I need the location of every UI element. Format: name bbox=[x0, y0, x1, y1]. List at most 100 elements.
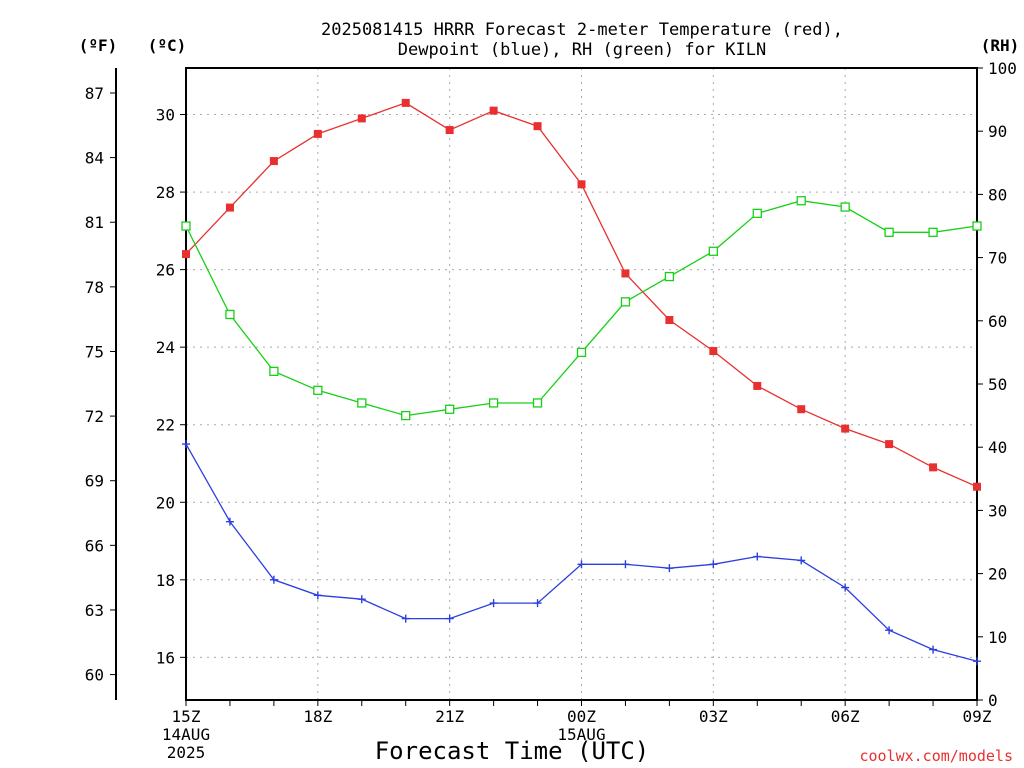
rh-tick-label: 10 bbox=[988, 628, 1007, 647]
dewpoint-point bbox=[313, 591, 322, 600]
fahrenheit-tick-label: 78 bbox=[85, 278, 104, 297]
fahrenheit-tick-label: 87 bbox=[85, 84, 104, 103]
x-tick-label: 00Z bbox=[567, 707, 596, 726]
rh-point bbox=[752, 208, 762, 219]
x-tick-label: 21Z bbox=[435, 707, 464, 726]
x-tick-label: 09Z bbox=[963, 707, 992, 726]
fahrenheit-tick-label: 60 bbox=[85, 666, 104, 685]
fahrenheit-tick-label: 81 bbox=[85, 213, 104, 232]
temperature-point bbox=[841, 424, 850, 433]
temperature-point bbox=[533, 122, 542, 131]
temperature-point bbox=[973, 482, 981, 491]
x-tick-label: 15Z bbox=[172, 707, 201, 726]
fahrenheit-tick-label: 63 bbox=[85, 601, 104, 620]
dewpoint-point bbox=[665, 564, 674, 573]
temperature-point bbox=[929, 463, 938, 472]
temperature-point bbox=[797, 405, 806, 414]
temperature-point bbox=[357, 114, 366, 123]
data-series bbox=[181, 98, 982, 666]
rh-point bbox=[928, 227, 938, 237]
rh-tick-label: 80 bbox=[988, 185, 1007, 204]
celsius-tick-label: 24 bbox=[156, 338, 175, 357]
fahrenheit-tick-label: 69 bbox=[85, 472, 104, 491]
rh-point bbox=[708, 246, 718, 256]
rh-tick-label: 100 bbox=[988, 59, 1017, 78]
rh-point bbox=[972, 221, 982, 231]
dewpoint-point bbox=[182, 440, 190, 449]
rh-point bbox=[357, 398, 367, 408]
temperature-point bbox=[665, 316, 674, 325]
temperature-point bbox=[225, 203, 234, 212]
temperature-point bbox=[753, 381, 762, 390]
rh-unit-label: (RH) bbox=[981, 36, 1020, 55]
rh-point bbox=[445, 404, 455, 414]
celsius-tick-label: 20 bbox=[156, 493, 175, 512]
dewpoint-point bbox=[401, 614, 410, 623]
celsius-unit-label: (ºC) bbox=[148, 36, 187, 55]
dewpoint-point bbox=[973, 657, 981, 666]
rh-point bbox=[664, 271, 675, 282]
celsius-tick-label: 22 bbox=[156, 416, 175, 435]
dewpoint-point bbox=[533, 599, 542, 608]
rh-point bbox=[532, 398, 543, 408]
dewpoint-point bbox=[225, 517, 234, 526]
dewpoint-point bbox=[753, 552, 762, 561]
celsius-tick-label: 26 bbox=[156, 261, 175, 280]
dewpoint-point bbox=[489, 599, 498, 608]
rh-tick-label: 60 bbox=[988, 312, 1007, 331]
rh-point bbox=[576, 347, 587, 358]
credit-text: coolwx.com/models bbox=[859, 747, 1013, 765]
fahrenheit-tick-label: 66 bbox=[85, 536, 104, 555]
x-axis-label: Forecast Time (UTC) bbox=[375, 737, 650, 765]
x-tick-label: 03Z bbox=[699, 707, 728, 726]
temperature-point bbox=[401, 98, 410, 107]
chart-axes bbox=[115, 67, 978, 701]
dewpoint-point bbox=[621, 560, 630, 569]
rh-tick-label: 70 bbox=[988, 249, 1007, 268]
dewpoint-point bbox=[269, 575, 278, 584]
dewpoint-point bbox=[445, 614, 454, 623]
temperature-point bbox=[269, 157, 278, 166]
rh-point bbox=[884, 227, 894, 237]
temperature-point bbox=[489, 106, 498, 115]
rh-point bbox=[620, 297, 631, 307]
tick-labels: 60 63 66 69 72 75 78 81 84 87 16 18 20 22 24 26 28 30 0 10 2… bbox=[85, 59, 1017, 762]
fahrenheit-unit-label: (ºF) bbox=[79, 36, 118, 55]
dewpoint-point bbox=[709, 560, 718, 569]
temperature-point bbox=[313, 129, 322, 138]
rh-tick-label: 0 bbox=[988, 691, 998, 710]
rh-point bbox=[401, 410, 411, 421]
temperature-point bbox=[182, 250, 190, 259]
chart-title-line-1: 2025081415 HRRR Forecast 2-meter Tempera… bbox=[321, 20, 843, 40]
rh-point bbox=[225, 309, 235, 320]
rh-point bbox=[796, 196, 806, 206]
rh-point bbox=[313, 385, 323, 395]
rh-tick-label: 40 bbox=[988, 438, 1007, 457]
temperature-point bbox=[577, 180, 586, 189]
celsius-tick-label: 18 bbox=[156, 571, 175, 590]
x-tick-label: 2025 bbox=[167, 743, 206, 762]
temperature-point bbox=[445, 126, 454, 135]
temperature-point bbox=[885, 440, 894, 449]
rh-tick-label: 90 bbox=[988, 122, 1007, 141]
fahrenheit-tick-label: 75 bbox=[85, 342, 104, 361]
dewpoint-point bbox=[797, 556, 806, 565]
celsius-tick-label: 28 bbox=[156, 183, 175, 202]
dewpoint-point bbox=[577, 560, 586, 569]
x-tick-label: 15AUG bbox=[557, 725, 605, 744]
x-tick-label: 18Z bbox=[303, 707, 332, 726]
rh-point bbox=[269, 366, 279, 377]
dewpoint-point bbox=[841, 583, 850, 592]
rh-point bbox=[488, 398, 499, 408]
dewpoint-point bbox=[357, 595, 366, 604]
rh-tick-label: 30 bbox=[988, 501, 1007, 520]
rh-point bbox=[840, 202, 850, 212]
dewpoint-point bbox=[885, 626, 894, 635]
fahrenheit-tick-label: 84 bbox=[85, 149, 104, 168]
rh-tick-label: 20 bbox=[988, 565, 1007, 584]
rh-tick-label: 50 bbox=[988, 375, 1007, 394]
celsius-tick-label: 30 bbox=[156, 106, 175, 125]
x-tick-label: 06Z bbox=[831, 707, 860, 726]
dewpoint-point bbox=[929, 645, 938, 654]
